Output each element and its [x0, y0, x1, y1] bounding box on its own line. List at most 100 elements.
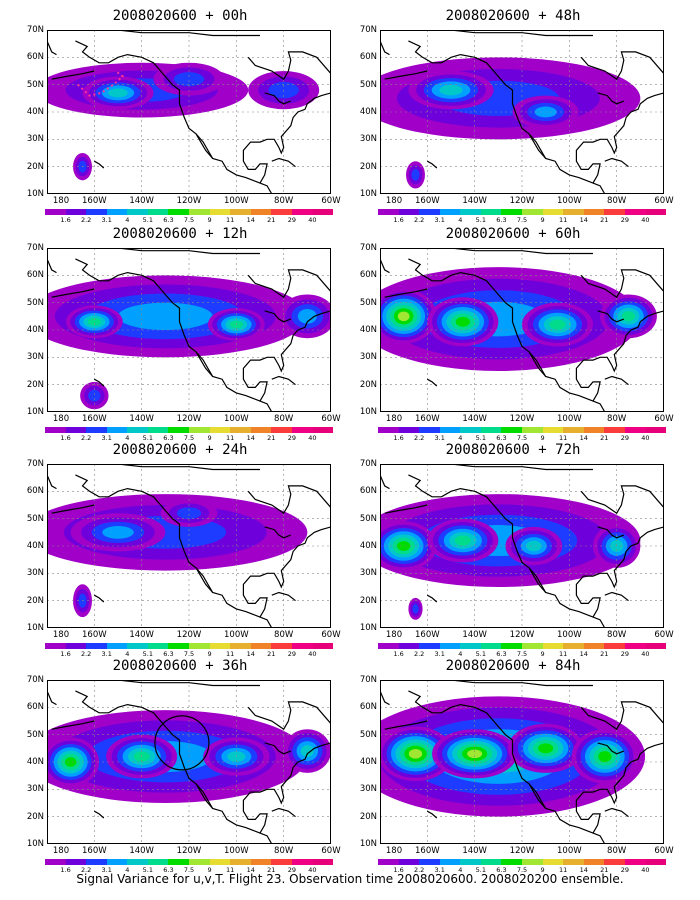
- colorbar-labels: 1.6 2.2 3.1 4 5.1 6.3 7.5 9 11 14 21 29 40: [45, 434, 333, 444]
- colorbar-swatch: [250, 209, 272, 215]
- latitude-label: 40N: [26, 325, 44, 335]
- colorbar-swatch: [419, 859, 440, 865]
- coastline: [528, 133, 547, 159]
- colorbar-label: 14: [579, 866, 588, 874]
- coastline: [51, 288, 95, 298]
- colorbar-swatch: [480, 209, 502, 215]
- longitude-label: 160W: [415, 196, 440, 206]
- colorbar-label: 1.6: [60, 216, 71, 224]
- colorbar-label: 5.1: [475, 650, 487, 658]
- coastline: [580, 701, 664, 731]
- variance-contour: [598, 751, 612, 762]
- colorbar-label: 1.6: [393, 216, 404, 224]
- longitude-label: 60W: [654, 414, 674, 424]
- colorbar-swatch: [291, 209, 313, 215]
- colorbar-swatch: [522, 859, 543, 865]
- colorbar-label: 29: [620, 216, 629, 224]
- longitude-label: 180: [52, 196, 70, 206]
- panel-title: 2008020600 + 72h: [445, 442, 581, 458]
- coastline: [380, 258, 390, 274]
- colorbar-swatch: [542, 643, 564, 649]
- coastline: [264, 526, 292, 539]
- variance-contour: [297, 309, 317, 324]
- coastline: [597, 310, 625, 323]
- longitude-label: 80W: [274, 414, 294, 424]
- coastline: [242, 92, 331, 184]
- coastline: [604, 375, 629, 386]
- colorbar-label: 11: [226, 216, 235, 224]
- colorbar-label: 40: [308, 216, 317, 224]
- longitude-label: 140W: [462, 196, 487, 206]
- colorbar-swatch: [378, 859, 399, 865]
- colorbar-label: 6.3: [496, 866, 507, 874]
- longitude-label: 120W: [176, 630, 202, 640]
- longitude-label: 60W: [321, 846, 341, 856]
- colorbar-swatch: [645, 859, 667, 865]
- colorbar-swatch: [209, 643, 231, 649]
- longitude-label: 80W: [607, 196, 627, 206]
- colorbar-swatch: [168, 859, 190, 865]
- colorbar-label: 14: [579, 216, 588, 224]
- colorbar-swatch: [501, 209, 523, 215]
- latitude-label: 50N: [26, 729, 44, 740]
- panel-title: 2008020600 + 24h: [112, 442, 248, 458]
- colorbar-label: 14: [246, 650, 255, 658]
- latitude-label: 30N: [359, 568, 377, 579]
- variance-map: [47, 464, 331, 628]
- coastline: [528, 567, 547, 593]
- latitude-label: 50N: [359, 513, 377, 524]
- colorbar-swatch: [419, 427, 440, 433]
- colorbar-label: 5.1: [142, 434, 154, 442]
- latitude-label: 70N: [26, 459, 44, 469]
- colorbar-swatch: [168, 209, 190, 215]
- longitude-label: 180: [385, 846, 403, 856]
- colorbar-swatch: [147, 427, 169, 433]
- latitude-label: 60N: [26, 486, 44, 497]
- colorbar: [45, 209, 334, 215]
- colorbar-swatch: [127, 427, 148, 433]
- colorbar-swatch: [398, 859, 420, 865]
- longitude-label: 100W: [557, 846, 582, 856]
- colorbar-label: 40: [308, 866, 317, 874]
- forecast-panel: 2008020600 + 36h 70N 60N 50N 40N 30N 20N 10N 180…: [15, 658, 345, 874]
- colorbar-label: 2.2: [413, 866, 425, 874]
- colorbar-swatch: [480, 427, 502, 433]
- colorbar-label: 7.5: [183, 866, 195, 874]
- longitude-label: 80W: [274, 630, 294, 640]
- coastline: [47, 690, 57, 706]
- forecast-panel: 2008020600 + 84h 70N 60N 50N 40N 30N 20N 10N 180…: [348, 658, 678, 874]
- colorbar-swatch: [250, 643, 272, 649]
- colorbar-swatch: [65, 209, 87, 215]
- latitude-label: 20N: [359, 811, 377, 822]
- variance-contour: [526, 540, 542, 552]
- longitude-label: 120W: [509, 630, 535, 640]
- latitude-label: 20N: [359, 161, 377, 172]
- coastline: [94, 594, 105, 603]
- colorbar-label: 6.3: [163, 650, 174, 658]
- latitude-label: 60N: [359, 486, 377, 497]
- colorbar-label: 6.3: [496, 434, 507, 442]
- longitude-label: 100W: [224, 414, 249, 424]
- coastline: [75, 464, 260, 471]
- longitude-label: 160W: [82, 630, 107, 640]
- latitude-label: 10N: [26, 407, 44, 417]
- colorbar-label: 14: [246, 216, 255, 224]
- longitude-label: 180: [52, 414, 70, 424]
- coastline: [271, 375, 296, 386]
- colorbar-label: 3.1: [101, 866, 112, 874]
- colorbar-swatch: [604, 859, 625, 865]
- colorbar-swatch: [86, 859, 107, 865]
- colorbar-label: 7.5: [516, 434, 528, 442]
- variance-contour: [173, 72, 205, 87]
- variance-contour: [408, 748, 423, 759]
- colorbar-label: 11: [559, 216, 568, 224]
- colorbar-label: 4: [125, 216, 130, 224]
- colorbar-label: 9: [540, 216, 545, 224]
- flight-track: [77, 70, 125, 97]
- colorbar: [378, 643, 667, 649]
- colorbar-label: 29: [287, 434, 296, 442]
- colorbar-label: 4: [125, 650, 130, 658]
- map-frame: [380, 464, 664, 628]
- colorbar-swatch: [542, 859, 564, 865]
- target-region-circle: [154, 715, 210, 771]
